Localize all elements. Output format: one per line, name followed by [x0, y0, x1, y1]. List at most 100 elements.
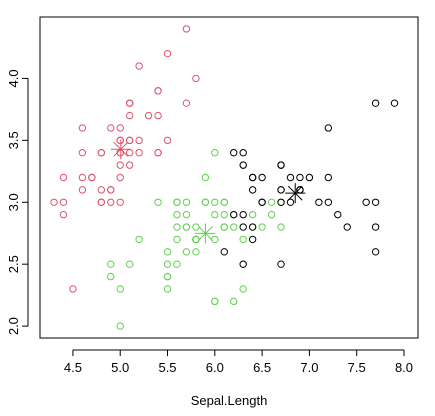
data-point-series-0	[88, 173, 96, 182]
data-point-series-1	[230, 297, 238, 306]
data-point-series-1	[135, 235, 143, 244]
data-point-series-2	[230, 149, 238, 157]
data-point-series-2	[220, 248, 228, 256]
data-point-series-1	[239, 235, 247, 244]
data-point-series-0	[107, 198, 115, 206]
data-point-series-1	[182, 248, 191, 256]
y-tick-label: 2.5	[6, 255, 21, 273]
data-point-series-1	[163, 285, 172, 293]
data-point-series-1	[163, 248, 172, 256]
data-point-series-1	[173, 235, 181, 244]
plot-frame	[39, 16, 419, 339]
data-point-series-0	[78, 124, 87, 132]
data-point-series-1	[201, 173, 210, 182]
data-point-series-0	[116, 173, 124, 182]
data-point-series-1	[173, 223, 181, 231]
data-point-series-0	[135, 62, 143, 70]
data-point-series-2	[248, 235, 257, 244]
data-point-series-0	[182, 99, 191, 107]
center-stroke	[287, 185, 303, 201]
data-point-series-0	[116, 161, 124, 169]
data-point-series-0	[116, 124, 124, 132]
data-point-series-1	[211, 198, 219, 206]
data-point-series-2	[390, 99, 399, 107]
data-point-series-2	[371, 99, 380, 107]
data-point-series-0	[78, 173, 87, 182]
data-point-series-2	[371, 248, 380, 256]
x-tick-label: 6.5	[253, 360, 271, 375]
centers-layer	[110, 139, 306, 244]
data-point-series-1	[230, 223, 238, 231]
data-point-series-2	[371, 198, 380, 206]
data-point-series-2	[248, 186, 257, 194]
data-point-series-0	[78, 186, 87, 194]
data-point-series-2	[248, 223, 257, 231]
data-point-series-1	[163, 272, 172, 281]
data-point-series-1	[239, 285, 247, 293]
data-point-series-1	[182, 198, 191, 206]
data-point-series-1	[116, 285, 124, 293]
data-point-series-2	[239, 223, 247, 231]
data-point-series-2	[230, 210, 238, 219]
cluster-center-2	[285, 183, 306, 204]
data-point-series-1	[182, 210, 191, 219]
data-point-series-2	[371, 223, 380, 231]
center-stroke	[198, 226, 213, 241]
y-tick-label: 2.0	[6, 317, 21, 335]
data-point-series-2	[239, 149, 247, 157]
data-point-series-2	[315, 198, 323, 206]
data-point-series-1	[107, 260, 115, 268]
data-point-series-2	[343, 223, 351, 231]
data-point-series-2	[277, 161, 285, 169]
data-point-series-1	[220, 198, 228, 206]
data-point-series-2	[305, 173, 314, 182]
cluster-center-1	[195, 223, 216, 244]
data-point-series-0	[107, 124, 115, 132]
data-point-series-1	[125, 260, 134, 268]
data-point-series-0	[50, 198, 58, 206]
x-tick-label: 5.5	[158, 360, 176, 375]
data-point-series-2	[239, 161, 247, 169]
y-axis: 2.0 2.5 3.0 3.5 4.0	[6, 69, 29, 335]
data-point-series-0	[97, 149, 105, 157]
data-point-series-1	[248, 210, 257, 219]
data-point-series-0	[144, 111, 153, 120]
data-point-series-0	[125, 161, 134, 169]
data-point-series-0	[97, 198, 105, 206]
center-stroke	[113, 141, 129, 157]
data-point-series-1	[163, 260, 172, 268]
x-tick-label: 7.0	[300, 360, 318, 375]
data-point-series-0	[69, 285, 77, 293]
x-tick-label: 7.5	[348, 360, 366, 375]
data-point-series-1	[192, 248, 200, 256]
data-point-series-2	[248, 173, 257, 182]
data-point-series-0	[78, 149, 87, 157]
data-point-series-2	[286, 198, 295, 206]
data-point-series-0	[154, 149, 162, 157]
data-point-series-1	[258, 223, 266, 231]
data-point-series-1	[211, 149, 219, 157]
y-tick-label: 3.5	[6, 131, 21, 149]
data-point-series-1	[173, 198, 181, 206]
data-point-series-2	[277, 198, 285, 206]
data-point-series-1	[107, 272, 115, 281]
data-point-series-2	[324, 173, 333, 182]
x-tick-label: 4.5	[64, 360, 82, 375]
data-point-series-0	[182, 25, 191, 33]
data-point-series-1	[220, 210, 228, 219]
data-point-series-0	[135, 136, 143, 145]
data-point-series-1	[211, 297, 219, 306]
data-point-series-2	[324, 198, 333, 206]
data-point-series-1	[154, 198, 162, 206]
data-point-series-1	[267, 198, 276, 206]
data-point-series-1	[211, 210, 219, 219]
data-point-series-0	[116, 198, 124, 206]
data-point-series-2	[296, 173, 304, 182]
y-tick-label: 3.0	[6, 193, 21, 211]
data-point-series-2	[277, 186, 285, 194]
cluster-center-0	[110, 139, 131, 160]
data-point-series-2	[324, 124, 333, 132]
data-point-series-0	[125, 99, 134, 107]
